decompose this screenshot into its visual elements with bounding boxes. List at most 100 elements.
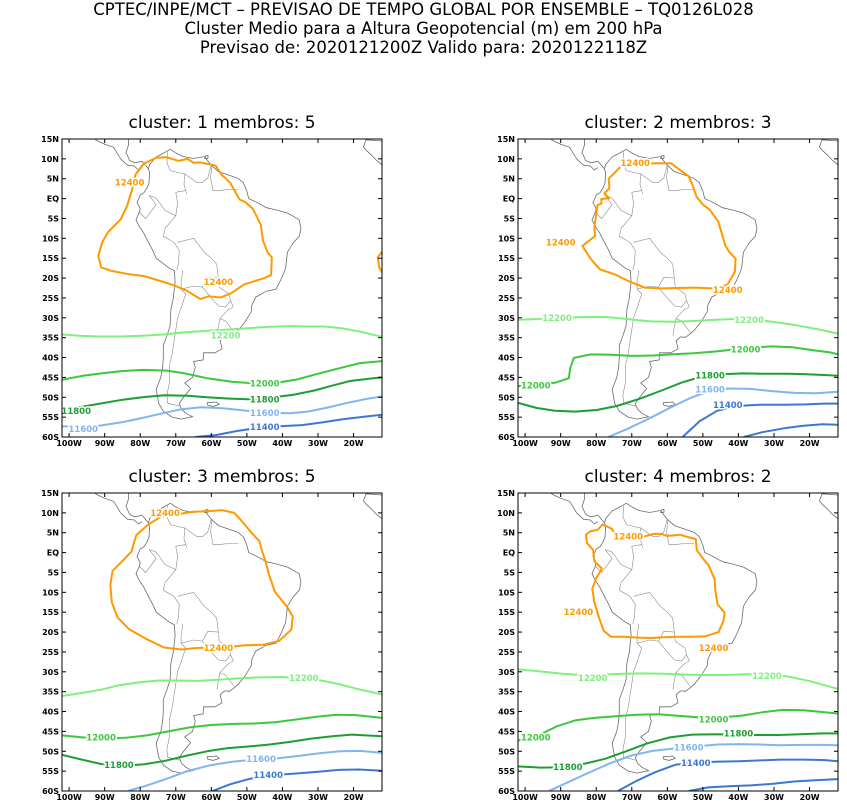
lat-tick-label: 20S xyxy=(498,628,515,637)
lat-tick-label: 45S xyxy=(498,373,515,382)
lon-tick-label: 100W xyxy=(512,793,538,802)
lat-tick-label: 60S xyxy=(498,787,515,796)
country-border xyxy=(633,237,675,279)
lat-tick-label: 15S xyxy=(42,608,59,617)
central-america-coastline xyxy=(125,139,149,170)
country-border xyxy=(148,190,186,217)
africa-coastline xyxy=(819,139,838,166)
caribbean-island xyxy=(659,155,665,159)
country-border xyxy=(162,215,180,271)
contour-label: 12400 xyxy=(204,278,234,288)
country-border xyxy=(184,519,212,537)
contour-label: 11600 xyxy=(69,425,99,435)
contour-line xyxy=(62,733,382,767)
lon-tick-label: 70W xyxy=(166,793,186,802)
country-border xyxy=(622,288,643,407)
lon-tick-label: 50W xyxy=(693,793,713,802)
contour-line xyxy=(127,749,382,791)
country-border xyxy=(618,215,636,271)
south-america-coastline xyxy=(135,502,302,774)
country-border xyxy=(148,544,186,571)
contour-line xyxy=(581,160,737,290)
country-border xyxy=(633,591,675,633)
country-border xyxy=(672,318,677,336)
contour-label: 11800 xyxy=(724,729,754,739)
lat-tick-label: 5S xyxy=(48,569,60,578)
lat-tick-label: 10N xyxy=(497,155,515,164)
contour-line xyxy=(62,376,382,411)
contour-label: 12000 xyxy=(86,733,116,743)
lat-tick-label: 50S xyxy=(42,393,59,402)
contour-label: 12400 xyxy=(564,608,594,618)
lat-tick-label: 30S xyxy=(498,314,515,323)
country-border xyxy=(139,195,157,219)
lat-tick-label: 15S xyxy=(498,254,515,263)
lat-tick-label: 50S xyxy=(498,393,515,402)
contour-line xyxy=(743,423,838,437)
country-border xyxy=(177,591,219,633)
lat-tick-label: 35S xyxy=(42,688,59,697)
lat-tick-label: 5N xyxy=(47,175,59,184)
map-header: CPTEC/INPE/MCT – PREVISAO DE TEMPO GLOBA… xyxy=(0,0,847,57)
contour-label: 12400 xyxy=(150,509,180,519)
country-border xyxy=(604,544,642,571)
country-border xyxy=(595,549,613,573)
country-border xyxy=(139,549,157,573)
country-border xyxy=(180,624,184,644)
country-border xyxy=(219,300,235,333)
lon-tick-label: 60W xyxy=(657,793,677,802)
lat-tick-label: 15N xyxy=(41,489,59,498)
lat-tick-label: 5N xyxy=(47,529,59,538)
contour-label: 12200 xyxy=(578,674,608,684)
country-border xyxy=(658,287,687,308)
lat-tick-label: 35S xyxy=(498,334,515,343)
lat-tick-label: 15S xyxy=(498,608,515,617)
contour-label: 12400 xyxy=(713,286,743,296)
lat-tick-label: 25S xyxy=(42,648,59,657)
contour-label: 12000 xyxy=(521,733,551,743)
map-frame xyxy=(61,138,383,438)
lon-tick-label: 100W xyxy=(56,439,82,448)
lat-tick-label: 35S xyxy=(498,688,515,697)
lat-tick-label: 55S xyxy=(42,767,59,776)
contour-label: 11600 xyxy=(695,385,725,395)
country-border xyxy=(604,190,642,217)
panel-3-title: cluster: 3 membros: 5 xyxy=(128,467,316,487)
lon-tick-label: 100W xyxy=(512,439,538,448)
lat-tick-label: 5S xyxy=(48,215,60,224)
contour-line xyxy=(195,413,382,437)
country-border xyxy=(202,287,231,308)
lat-tick-label: 45S xyxy=(42,373,59,382)
country-border xyxy=(595,195,613,219)
lon-tick-label: 30W xyxy=(764,793,784,802)
country-border xyxy=(162,569,180,625)
contour-line xyxy=(109,509,294,651)
lat-tick-label: 30S xyxy=(42,668,59,677)
contour-label: 11600 xyxy=(674,743,704,753)
lat-tick-label: 10S xyxy=(498,234,515,243)
lon-tick-label: 80W xyxy=(130,439,150,448)
caribbean-island xyxy=(203,155,209,159)
contour-line xyxy=(62,395,382,429)
country-border xyxy=(666,519,694,545)
country-border xyxy=(622,642,643,761)
country-border xyxy=(218,278,231,301)
contour-label: 11800 xyxy=(695,371,725,381)
lon-tick-label: 50W xyxy=(693,439,713,448)
lon-tick-label: 20W xyxy=(344,439,364,448)
lat-tick-label: EQ xyxy=(47,195,59,204)
contour-label: 12000 xyxy=(250,379,280,389)
lon-tick-label: 70W xyxy=(622,793,642,802)
contour-label: 12200 xyxy=(211,332,241,342)
lat-tick-label: EQ xyxy=(503,195,515,204)
south-america-coastline xyxy=(135,148,302,420)
lat-tick-label: 35S xyxy=(42,334,59,343)
lon-tick-label: 80W xyxy=(586,439,606,448)
country-border xyxy=(640,165,668,183)
map-panel-4: 12400 12400 12400 12200 12200 12000 12000 11800… xyxy=(497,489,839,802)
contour-label: 12200 xyxy=(542,314,572,324)
contour-label: 11800 xyxy=(553,763,583,773)
contour-label: 12000 xyxy=(731,346,761,356)
contour-label: 11400 xyxy=(253,771,283,781)
lon-tick-label: 40W xyxy=(272,439,292,448)
